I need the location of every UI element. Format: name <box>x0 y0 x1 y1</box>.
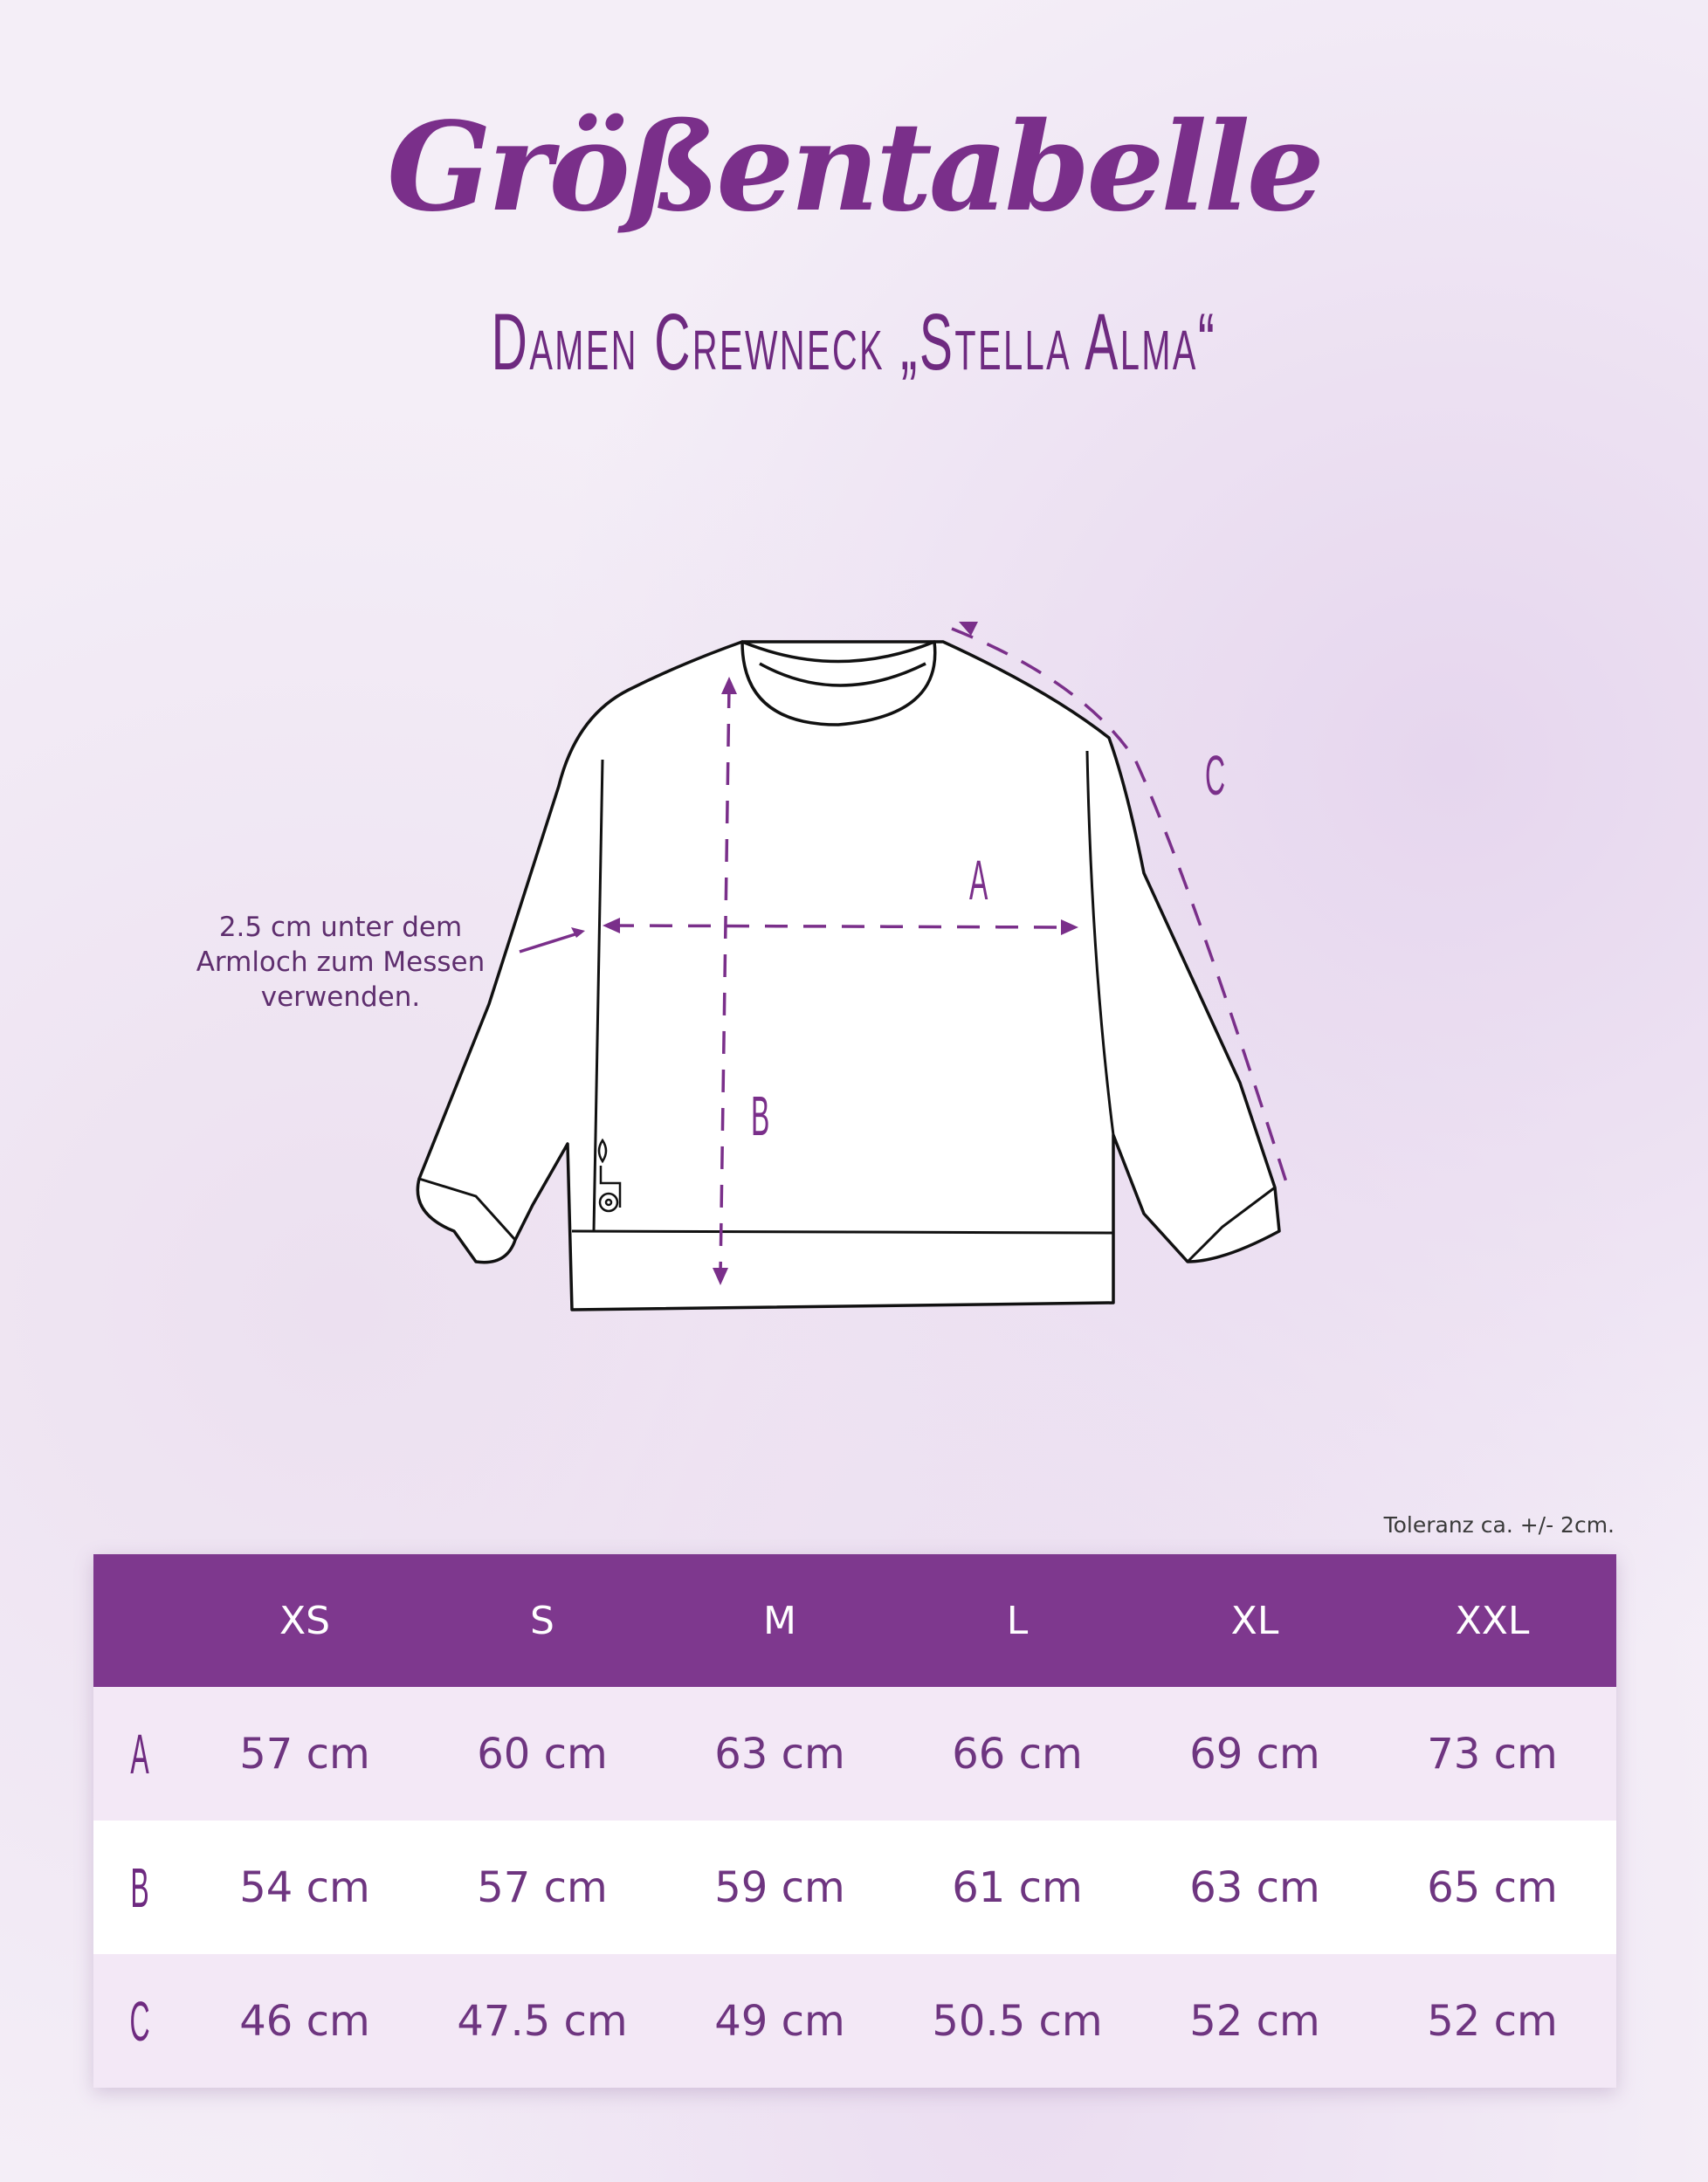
table-cell: 57 cm <box>239 1729 370 1779</box>
header-m: M <box>763 1598 796 1643</box>
label-b: B <box>751 1084 769 1147</box>
header-xs: XS <box>279 1598 331 1643</box>
page-title: Größentabelle <box>387 96 1325 239</box>
table-row: C 46 cm 47.5 cm 49 cm 50.5 cm 52 cm 52 c… <box>93 1954 1616 2088</box>
table-header-row: XS S M L XL XXL <box>93 1554 1616 1687</box>
table-cell: 63 cm <box>1189 1862 1320 1912</box>
table-cell: 52 cm <box>1427 1996 1558 2046</box>
row-label: A <box>130 1722 149 1786</box>
measure-b-line <box>719 685 731 1276</box>
table-cell: 65 cm <box>1427 1862 1558 1912</box>
table-cell: 54 cm <box>239 1862 370 1912</box>
label-a: A <box>969 849 988 912</box>
table-cell: 69 cm <box>1189 1729 1320 1779</box>
header-xl: XL <box>1230 1598 1279 1643</box>
table-cell: 50.5 cm <box>932 1996 1103 2046</box>
table-cell: 60 cm <box>477 1729 608 1779</box>
tolerance-note: Toleranz ca. +/- 2cm. <box>1383 1512 1615 1538</box>
table-cell: 49 cm <box>714 1996 845 2046</box>
table-row: B 54 cm 57 cm 59 cm 61 cm 63 cm 65 cm <box>93 1821 1616 1954</box>
table-cell: 47.5 cm <box>457 1996 628 2046</box>
header-l: L <box>1006 1598 1029 1643</box>
row-label: C <box>129 1989 150 2053</box>
table-row: A 57 cm 60 cm 63 cm 66 cm 69 cm 73 cm <box>93 1687 1616 1821</box>
table-cell: 61 cm <box>952 1862 1083 1912</box>
table-cell: 59 cm <box>714 1862 845 1912</box>
page-subtitle: Damen Crewneck „Stella Alma“ <box>491 298 1217 387</box>
table-cell: 63 cm <box>714 1729 845 1779</box>
table-cell: 73 cm <box>1427 1729 1558 1779</box>
sweater-diagram: A B C <box>416 622 1290 1311</box>
table-cell: 66 cm <box>952 1729 1083 1779</box>
row-label: B <box>130 1855 149 1919</box>
label-c: C <box>1205 744 1225 807</box>
header-xxl: XXL <box>1455 1598 1530 1643</box>
collar <box>740 640 937 726</box>
table-cell: 57 cm <box>477 1862 608 1912</box>
table-cell: 52 cm <box>1189 1996 1320 2046</box>
brand-logo <box>597 1138 622 1213</box>
sweater-body <box>416 640 1281 1311</box>
measure-c-line <box>951 627 1290 1188</box>
table-cell: 46 cm <box>239 1996 370 2046</box>
size-table: XS S M L XL XXL A 57 cm 60 cm 63 cm 66 c… <box>93 1554 1616 2088</box>
header-s: S <box>530 1598 554 1643</box>
measure-note: 2.5 cm unter dem Armloch zum Messen verw… <box>196 912 486 1013</box>
